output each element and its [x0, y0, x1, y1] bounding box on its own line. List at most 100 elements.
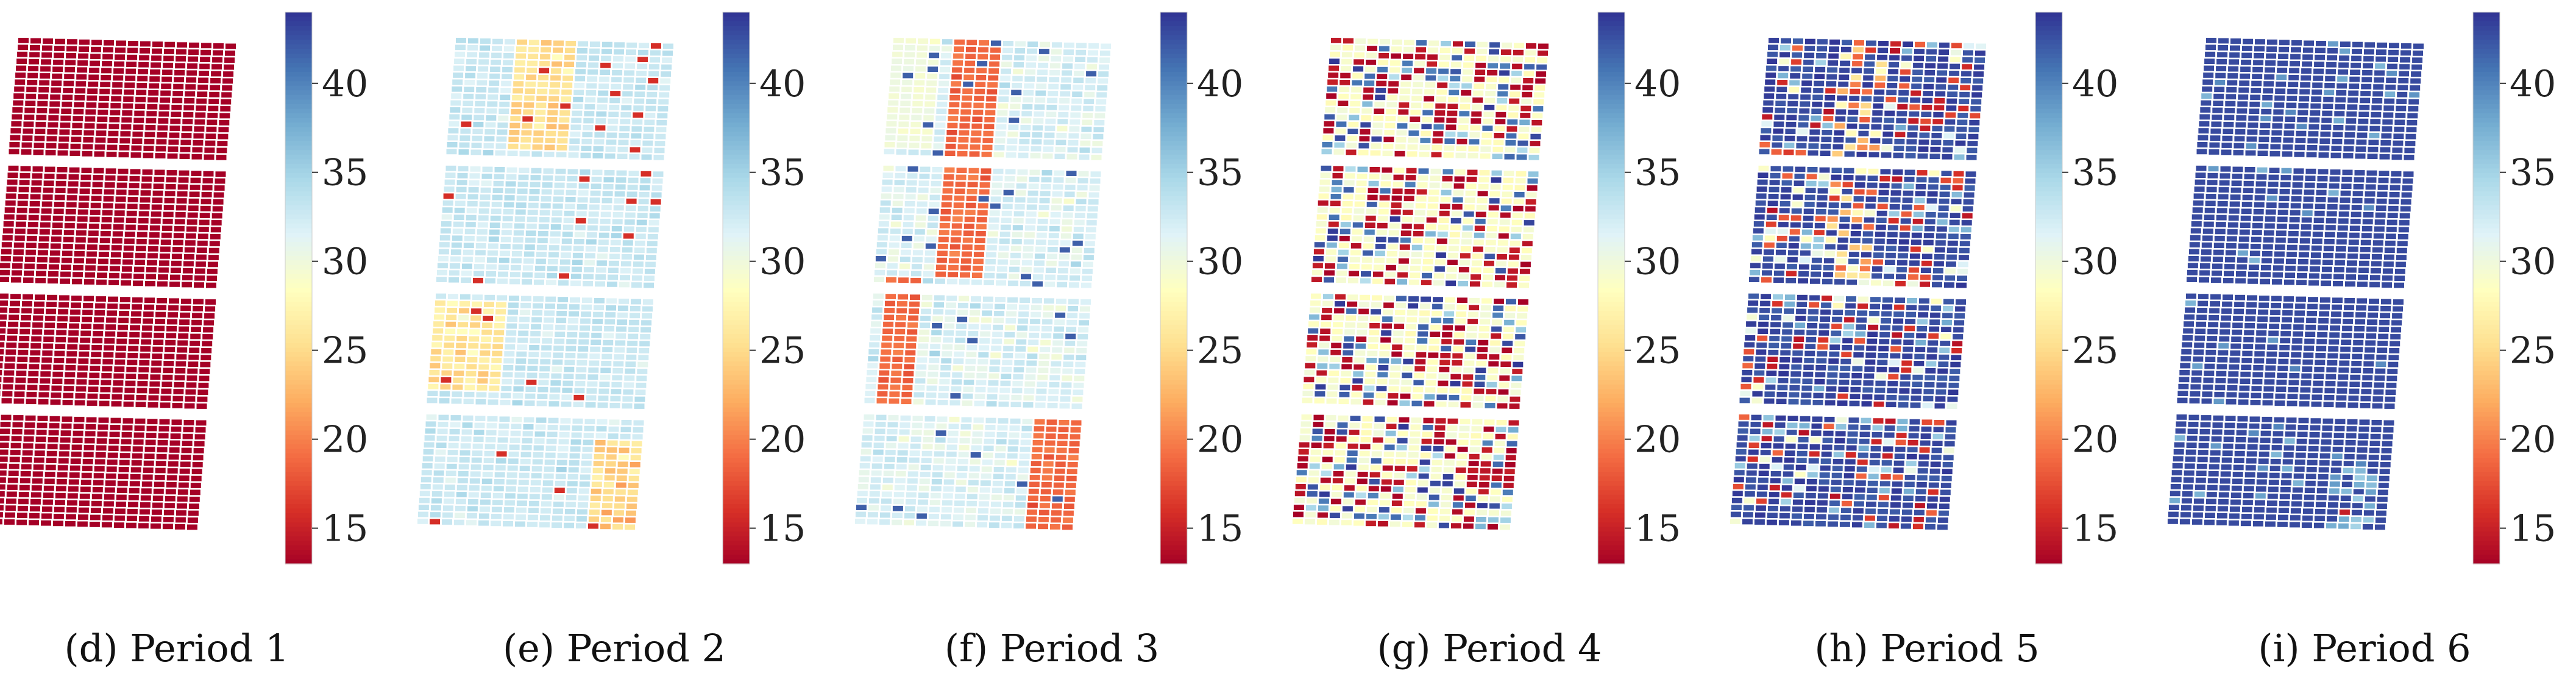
heatmap-cell — [1385, 116, 1396, 121]
heatmap-cell — [76, 379, 87, 385]
heatmap-cell — [438, 414, 449, 421]
heatmap-cell — [592, 325, 603, 332]
heatmap-cell — [554, 182, 565, 188]
heatmap-cell — [1366, 59, 1377, 65]
heatmap-cell — [884, 314, 895, 321]
heatmap-cell — [1385, 430, 1396, 436]
heatmap-cell — [890, 377, 901, 383]
heatmap-cell — [94, 459, 105, 465]
heatmap-cell — [172, 240, 183, 246]
heatmap-cell — [190, 483, 201, 488]
colorbar-segment — [1160, 435, 1187, 441]
heatmap-cell — [1352, 222, 1363, 228]
heatmap-cell — [1376, 230, 1387, 235]
heatmap-cell — [572, 252, 583, 258]
heatmap-cell — [486, 257, 497, 263]
heatmap-cell — [98, 417, 109, 423]
heatmap-cell — [35, 443, 46, 449]
heatmap-cell — [634, 403, 645, 409]
heatmap-cell — [99, 400, 110, 407]
heatmap-cell — [87, 95, 98, 101]
heatmap-cell — [856, 505, 867, 510]
heatmap-cell — [467, 499, 478, 505]
heatmap-cell — [1357, 173, 1368, 179]
heatmap-cell — [1355, 38, 1366, 44]
heatmap-cell — [916, 208, 927, 214]
heatmap-cell — [516, 53, 527, 59]
heatmap-cell — [1376, 386, 1387, 391]
heatmap-cell — [1392, 344, 1403, 350]
heatmap-cell — [859, 463, 870, 469]
heatmap-cell — [614, 503, 625, 509]
heatmap-cell — [1332, 180, 1343, 185]
heatmap-cell — [1033, 267, 1044, 273]
colorbar-segment — [1160, 403, 1187, 408]
heatmap-cell — [940, 66, 951, 73]
colorbar-segment — [1160, 352, 1187, 358]
heatmap-cell — [1503, 333, 1514, 339]
heatmap-cell — [1378, 365, 1389, 371]
heatmap-cell — [146, 111, 157, 116]
heatmap-cell — [0, 428, 10, 435]
heatmap-cell — [1471, 274, 1481, 280]
heatmap-cell — [934, 302, 944, 308]
heatmap-cell — [199, 63, 210, 69]
heatmap-cell — [536, 244, 547, 250]
heatmap-cell — [869, 491, 880, 497]
heatmap-cell — [1382, 316, 1393, 322]
heatmap-cell — [140, 41, 151, 47]
heatmap-cell — [1426, 68, 1437, 74]
heatmap-cell — [89, 372, 100, 378]
heatmap-cell — [929, 202, 940, 207]
heatmap-cell — [949, 244, 960, 250]
heatmap-cell — [1508, 254, 1519, 260]
heatmap-cell — [919, 329, 930, 335]
heatmap-cell — [1029, 481, 1040, 488]
heatmap-cell — [183, 112, 194, 118]
heatmap-cell — [1063, 510, 1074, 516]
colorbar-segment — [723, 472, 750, 477]
heatmap-cell — [628, 475, 639, 481]
heatmap-cell — [1028, 339, 1039, 346]
heatmap-cell — [529, 344, 540, 350]
heatmap-cell — [533, 445, 544, 451]
heatmap-cell — [991, 40, 1001, 46]
heatmap-cell — [1403, 46, 1414, 52]
heatmap-cell — [904, 201, 915, 207]
heatmap-cell — [977, 210, 988, 216]
heatmap-cell — [1004, 481, 1015, 487]
heatmap-cell — [452, 86, 463, 92]
heatmap-cell — [1499, 219, 1510, 225]
heatmap-cell — [917, 201, 928, 207]
heatmap-cell — [1348, 277, 1358, 283]
heatmap-cell — [171, 104, 182, 110]
heatmap-cell — [517, 39, 527, 45]
heatmap-cell — [1532, 113, 1543, 119]
heatmap-cell — [552, 203, 563, 209]
heatmap-cell — [887, 270, 897, 276]
heatmap-cell — [573, 96, 584, 102]
heatmap-cell — [1081, 126, 1092, 132]
heatmap-cell — [525, 386, 536, 393]
heatmap-cell — [29, 201, 40, 207]
heatmap-cell — [1440, 353, 1451, 358]
heatmap-cell — [1487, 375, 1498, 381]
heatmap-cell — [494, 167, 505, 172]
heatmap-cell — [1375, 94, 1386, 101]
heatmap-cell — [182, 441, 193, 446]
heatmap-cell — [118, 467, 129, 472]
heatmap-cell — [889, 235, 900, 241]
heatmap-cell — [203, 327, 214, 333]
heatmap-cell — [996, 124, 1007, 130]
heatmap-cell — [650, 57, 661, 63]
heatmap-cell — [99, 244, 110, 250]
heatmap-cell — [91, 344, 102, 350]
heatmap-cell — [182, 275, 193, 280]
heatmap-cell — [880, 505, 891, 511]
heatmap-cell — [136, 239, 147, 244]
heatmap-cell — [16, 363, 27, 369]
heatmap-cell — [1050, 524, 1060, 530]
heatmap-cell — [510, 430, 521, 436]
heatmap-cell — [1055, 461, 1066, 467]
heatmap-cell — [198, 77, 209, 83]
